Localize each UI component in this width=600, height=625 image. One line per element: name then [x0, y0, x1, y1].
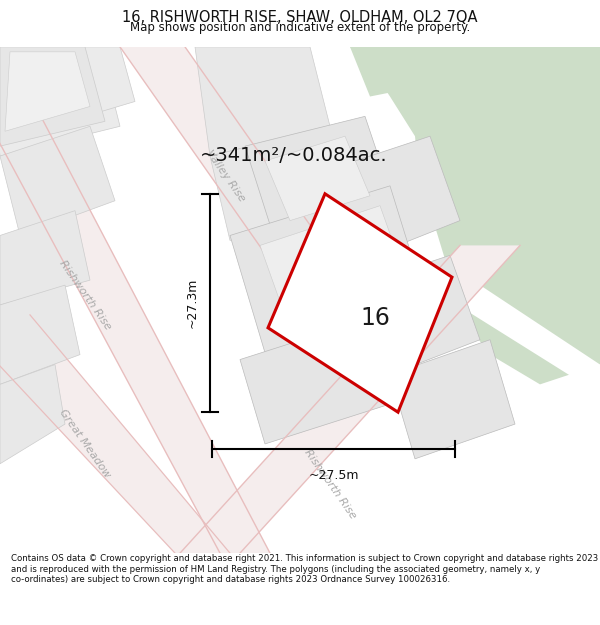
- Polygon shape: [410, 246, 600, 394]
- Polygon shape: [230, 186, 430, 369]
- Text: ~341m²/~0.084ac.: ~341m²/~0.084ac.: [200, 146, 388, 165]
- Polygon shape: [5, 52, 90, 131]
- Polygon shape: [355, 136, 460, 251]
- Polygon shape: [0, 47, 120, 156]
- Polygon shape: [0, 126, 115, 236]
- Polygon shape: [268, 194, 452, 412]
- Text: 16: 16: [361, 306, 391, 329]
- Polygon shape: [0, 47, 105, 146]
- Text: Map shows position and indicative extent of the property.: Map shows position and indicative extent…: [130, 21, 470, 34]
- Text: Contains OS data © Crown copyright and database right 2021. This information is : Contains OS data © Crown copyright and d…: [11, 554, 598, 584]
- Polygon shape: [180, 246, 520, 553]
- Polygon shape: [0, 315, 230, 553]
- Polygon shape: [195, 47, 330, 156]
- Polygon shape: [480, 47, 600, 126]
- Polygon shape: [0, 364, 65, 464]
- Polygon shape: [265, 136, 370, 221]
- Polygon shape: [240, 315, 405, 444]
- Polygon shape: [25, 47, 135, 131]
- Polygon shape: [260, 206, 410, 330]
- Text: Great Meadow: Great Meadow: [58, 408, 112, 480]
- Polygon shape: [245, 116, 395, 241]
- Polygon shape: [120, 47, 380, 325]
- Polygon shape: [0, 211, 90, 305]
- Text: 16, RISHWORTH RISE, SHAW, OLDHAM, OL2 7QA: 16, RISHWORTH RISE, SHAW, OLDHAM, OL2 7Q…: [122, 10, 478, 25]
- Polygon shape: [0, 77, 270, 553]
- Polygon shape: [350, 47, 430, 96]
- Polygon shape: [350, 47, 600, 384]
- Polygon shape: [360, 256, 480, 374]
- Polygon shape: [385, 161, 465, 335]
- Text: Rishworth Rise: Rishworth Rise: [57, 258, 113, 332]
- Text: Rishworth Rise: Rishworth Rise: [302, 447, 358, 520]
- Text: Valley Rise: Valley Rise: [203, 148, 247, 204]
- Text: ~27.3m: ~27.3m: [185, 278, 199, 328]
- Polygon shape: [210, 126, 355, 241]
- Text: ~27.5m: ~27.5m: [308, 469, 359, 482]
- Polygon shape: [0, 285, 80, 384]
- Polygon shape: [390, 340, 515, 459]
